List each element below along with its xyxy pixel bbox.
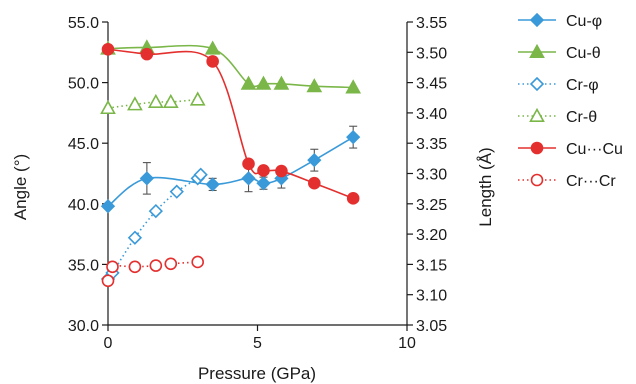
data-point [346, 192, 360, 205]
data-point [101, 42, 115, 56]
data-point [307, 153, 322, 168]
legend-marker [529, 43, 545, 59]
series-0 [100, 125, 361, 214]
x-axis-title: Pressure (GPa) [198, 364, 316, 383]
y-right-tick-label: 3.55 [416, 15, 447, 32]
legend-label: Cu···Cu [566, 141, 623, 158]
data-point [345, 79, 362, 94]
data-point [193, 167, 208, 182]
legend-item: Cr-φ [518, 76, 599, 94]
data-point [191, 255, 204, 269]
legend-item: Cu···Cu [518, 141, 623, 158]
legend-label: Cu-θ [566, 45, 601, 62]
data-point [206, 55, 219, 68]
data-point [306, 78, 323, 93]
legend-item: Cu-φ [518, 12, 602, 30]
y-left-tick-label: 40.0 [68, 197, 99, 214]
data-point [149, 259, 163, 272]
data-point [273, 75, 290, 90]
data-point [205, 177, 220, 192]
y-left-tick-label: 45.0 [68, 136, 99, 153]
y-right-tick-label: 3.30 [416, 167, 447, 184]
data-point [140, 47, 154, 61]
data-point [100, 99, 116, 115]
data-point [147, 93, 164, 108]
data-point [128, 260, 142, 274]
y-left-tick-label: 35.0 [68, 257, 99, 274]
legend-marker [530, 173, 544, 187]
data-point [275, 164, 288, 178]
series-3 [100, 91, 206, 115]
x-tick-label: 0 [104, 335, 113, 352]
legend-marker [529, 107, 545, 122]
data-point [100, 199, 116, 214]
data-point [106, 260, 119, 274]
legend-item: Cr-θ [518, 107, 597, 126]
data-point [255, 75, 272, 90]
legend-item: Cr···Cr [518, 173, 616, 190]
y-right-tick-label: 3.05 [416, 318, 447, 335]
series-line [107, 98, 198, 109]
y-right-tick-label: 3.25 [416, 197, 447, 214]
series-line [107, 48, 354, 200]
y-right-tick-label: 3.20 [416, 227, 447, 244]
data-point [257, 164, 270, 177]
series-layer [100, 39, 362, 288]
data-point [148, 203, 163, 219]
y-right-tick-label: 3.35 [416, 136, 447, 153]
data-point [240, 75, 257, 90]
data-point [204, 40, 221, 55]
legend-marker [530, 141, 544, 155]
data-point [127, 230, 143, 245]
legend-label: Cr-φ [566, 77, 599, 94]
series-line [107, 136, 354, 207]
y-left-tick-label: 30.0 [68, 318, 99, 335]
data-point [162, 93, 179, 108]
data-point [127, 96, 143, 111]
legend: Cu-φ Cu-θ Cr-φ Cr-θ Cu···Cu Cr···Cr [518, 12, 623, 190]
data-point [101, 274, 115, 288]
data-point [139, 171, 155, 186]
y-left-tick-label: 55.0 [68, 15, 99, 32]
legend-marker [529, 12, 545, 28]
legend-label: Cr-θ [566, 109, 597, 126]
tick-labels: 0 5 10 30.0 35.0 40.0 45.0 50.0 55.0 3.05 3.10 3.15… [68, 15, 447, 352]
data-point [241, 171, 256, 186]
data-point [242, 157, 255, 171]
series-5 [101, 255, 204, 288]
y-right-tick-label: 3.15 [416, 257, 447, 274]
y-axis-right-title: Length (Å) [476, 147, 495, 226]
y-right-tick-label: 3.40 [416, 106, 447, 123]
data-point [308, 176, 321, 190]
y-right-tick-label: 3.50 [416, 45, 447, 62]
legend-marker [529, 76, 545, 92]
data-point [189, 91, 206, 106]
legend-label: Cu-φ [566, 13, 602, 30]
legend-label: Cr···Cr [566, 173, 616, 190]
series-1 [100, 39, 362, 94]
y-right-tick-label: 3.45 [416, 76, 447, 93]
x-tick-label: 10 [398, 335, 416, 352]
data-point [164, 257, 178, 271]
y-right-tick-label: 3.10 [416, 288, 447, 305]
legend-item: Cu-θ [518, 43, 601, 62]
y-left-tick-label: 50.0 [68, 76, 99, 93]
x-tick-label: 5 [253, 335, 262, 352]
data-point [169, 184, 184, 199]
series-4 [101, 42, 360, 205]
data-point [256, 176, 271, 191]
y-axis-left-title: Angle (°) [11, 154, 30, 220]
data-point [346, 130, 361, 145]
